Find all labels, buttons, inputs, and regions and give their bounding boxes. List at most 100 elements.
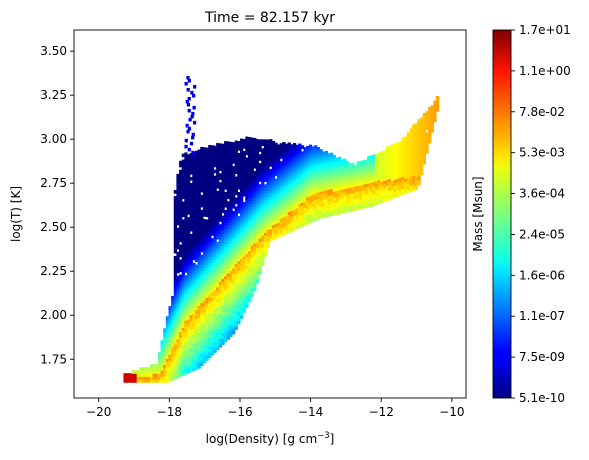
heatmap-cell [428, 139, 432, 144]
heatmap-cell [165, 349, 170, 353]
heatmap-cell [271, 155, 276, 160]
heatmap-cell [292, 223, 297, 228]
heatmap-cell [187, 172, 191, 176]
heatmap-cell [324, 198, 328, 203]
heatmap-cell [184, 209, 188, 213]
heatmap-cell [245, 256, 249, 260]
heatmap-cell [348, 187, 352, 191]
heatmap-cell [250, 215, 254, 219]
heatmap-cell [253, 239, 257, 244]
heatmap-cell [274, 199, 278, 204]
heatmap-cell [179, 175, 183, 180]
heatmap-cell [157, 370, 162, 374]
heatmap-cell [192, 256, 196, 261]
heatmap-cell [202, 222, 207, 226]
heatmap-cell [210, 280, 215, 284]
heatmap-cell [245, 223, 249, 227]
heatmap-cell [205, 150, 209, 155]
heatmap-cell [343, 209, 347, 214]
heatmap-cell [290, 174, 294, 178]
heatmap-cell [213, 325, 217, 329]
heatmap-cell [253, 203, 257, 208]
heatmap-cell [224, 156, 228, 160]
heatmap-cell [409, 170, 413, 174]
heatmap-cell [181, 252, 185, 256]
heatmap-cell [239, 291, 244, 295]
heatmap-cell [250, 272, 254, 276]
heatmap-cell [298, 209, 302, 214]
heatmap-cell [205, 306, 209, 310]
heatmap-cell [181, 294, 185, 298]
heatmap-cell [205, 258, 209, 262]
heatmap-cell [390, 150, 395, 154]
heatmap-cell [285, 221, 289, 226]
heatmap-cell [406, 147, 411, 151]
heatmap-cell [369, 164, 374, 168]
heatmap-cell [279, 182, 283, 186]
heatmap-cell [255, 145, 260, 149]
heatmap-cell [383, 183, 387, 187]
heatmap-cell [314, 151, 318, 155]
heatmap-cell [351, 198, 355, 203]
heatmap-cell [226, 285, 230, 289]
heatmap-cell [205, 165, 209, 170]
heatmap-cell [176, 323, 180, 328]
heatmap-cell [234, 239, 238, 243]
heatmap-cell [194, 174, 199, 179]
heatmap-cell [205, 201, 209, 206]
heatmap-cell [245, 217, 249, 221]
heatmap-cell [253, 215, 257, 220]
heatmap-cell [224, 200, 228, 205]
heatmap-cell [258, 178, 262, 182]
heatmap-cell [274, 187, 278, 192]
heatmap-cell [311, 158, 315, 162]
heatmap-cell [226, 255, 230, 259]
heatmap-cell [221, 317, 225, 321]
heatmap-cell [187, 223, 191, 227]
heatmap-cell [165, 361, 170, 365]
heatmap-cell [277, 231, 281, 235]
heatmap-cell [417, 122, 421, 126]
heatmap-cell [311, 164, 315, 168]
heatmap-cell [316, 209, 321, 214]
heatmap-cell [187, 256, 191, 260]
heatmap-cell [202, 296, 207, 301]
heatmap-cell [385, 158, 389, 163]
heatmap-cell [266, 148, 270, 153]
heatmap-cell [266, 142, 270, 147]
heatmap-cell [221, 335, 225, 339]
heatmap-cell [282, 228, 286, 233]
heatmap-cell [245, 232, 249, 236]
heatmap-cell [306, 196, 310, 201]
heatmap-cell [292, 226, 297, 231]
heatmap-cell [242, 213, 246, 218]
heatmap-cell [218, 206, 223, 210]
heatmap-cell [414, 186, 419, 190]
heatmap-cell [189, 320, 193, 325]
heatmap-cell [171, 349, 175, 354]
heatmap-cell [192, 235, 196, 240]
heatmap-cell [202, 165, 207, 169]
heatmap-cell [282, 174, 286, 179]
heatmap-cell [324, 201, 328, 206]
heatmap-cell [428, 136, 432, 141]
heatmap-cell [184, 284, 188, 288]
heatmap-cell [428, 118, 432, 123]
heatmap-cell [274, 163, 278, 168]
heatmap-cell [173, 315, 178, 320]
heatmap-cell [224, 212, 228, 217]
heatmap-cell [173, 306, 178, 311]
heatmap-cell [232, 193, 236, 197]
heatmap-cell [202, 350, 207, 355]
heatmap-cell [205, 303, 209, 307]
heatmap-cell [258, 184, 262, 188]
heatmap-cell [245, 178, 249, 183]
heatmap-cell [221, 233, 225, 238]
heatmap-cell [147, 367, 151, 371]
heatmap-cell [345, 166, 350, 171]
heatmap-cell [176, 212, 180, 217]
heatmap-cell [202, 338, 207, 343]
heatmap-cell [409, 188, 413, 192]
heatmap-cell [210, 309, 215, 314]
heatmap-cell [247, 277, 252, 282]
